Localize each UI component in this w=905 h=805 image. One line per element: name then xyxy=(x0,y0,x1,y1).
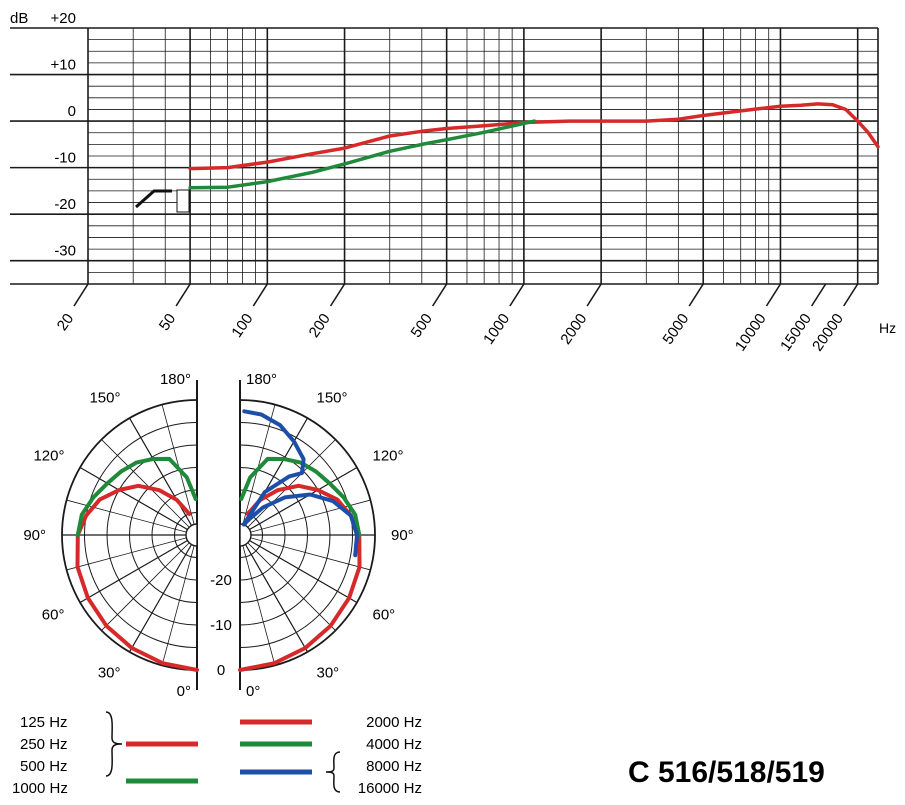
legend-label-125: 125 Hz xyxy=(20,714,68,731)
x-tick-label: 200 xyxy=(306,311,334,341)
polar-angle-label: 180° xyxy=(246,371,277,388)
polar-spoke xyxy=(66,534,198,571)
x-tick xyxy=(765,283,782,307)
polar-angle-label: 0° xyxy=(246,683,260,700)
polar-spoke xyxy=(239,534,336,631)
x-tick xyxy=(329,283,346,307)
x-tick-label: 5000 xyxy=(659,311,692,348)
x-tick xyxy=(73,283,89,307)
polar-angle-label: 180° xyxy=(160,371,191,388)
polar-angle-label: 120° xyxy=(33,448,64,465)
y-axis-label: dB xyxy=(10,10,28,27)
legend-label-500: 500 Hz xyxy=(20,758,68,775)
polar-angle-label: 60° xyxy=(373,607,396,624)
frequency-grid xyxy=(10,27,879,307)
polar-left-curve-green xyxy=(75,456,198,537)
legend-brace-right xyxy=(325,751,341,793)
polar-right-curve-blue xyxy=(241,492,359,558)
x-tick xyxy=(843,283,859,307)
y-tick-label: -30 xyxy=(54,243,76,260)
polar-labels: 0° 0° 30° 30° 60° 60° 90° 90° 120° 120° 150° 150° 18… xyxy=(23,371,413,700)
legend-label-250: 250 Hz xyxy=(20,736,68,753)
polar-ring-label: -20 xyxy=(210,572,232,589)
polar-angle-label: 150° xyxy=(317,389,348,406)
x-tick-label: 15000 xyxy=(777,311,815,355)
bass-cut-filter-icon xyxy=(135,189,190,213)
polar-ring-label: -10 xyxy=(210,617,232,634)
x-tick xyxy=(431,283,448,307)
polar-angle-label: 90° xyxy=(23,527,46,544)
polar-spoke xyxy=(128,417,198,536)
y-tick-label: -20 xyxy=(54,196,76,213)
polar-left-grid xyxy=(61,380,198,690)
x-tick-label: 10000 xyxy=(732,311,770,355)
polar-spoke xyxy=(101,534,198,631)
polar-left-curve-red xyxy=(75,483,199,672)
legend-label-1000: 1000 Hz xyxy=(12,780,68,797)
legend: 125 Hz 250 Hz 500 Hz 1000 Hz 2000 Hz 400… xyxy=(12,711,422,797)
legend-label-2000: 2000 Hz xyxy=(366,714,422,731)
x-tick xyxy=(586,283,602,307)
x-tick-label: 500 xyxy=(408,311,436,341)
polar-center xyxy=(185,523,198,547)
y-tick-label: 0 xyxy=(68,103,76,120)
x-tick xyxy=(810,283,827,307)
polar-spoke xyxy=(239,534,276,666)
polar-angle-label: 0° xyxy=(177,683,191,700)
polar-spoke xyxy=(161,534,198,666)
polar-angle-label: 120° xyxy=(373,448,404,465)
polar-spoke xyxy=(239,534,371,571)
polar-angle-label: 90° xyxy=(391,527,414,544)
x-tick-label: 20 xyxy=(54,311,77,334)
model-title: C 516/518/519 xyxy=(628,756,825,789)
legend-brace-left xyxy=(105,711,123,777)
polar-spoke xyxy=(128,534,198,653)
x-tick-label: 1000 xyxy=(480,311,513,348)
polar-angle-label: 30° xyxy=(98,665,121,682)
polar-angle-label: 60° xyxy=(42,607,65,624)
legend-label-8000: 8000 Hz xyxy=(366,758,422,775)
x-tick-label: 100 xyxy=(228,311,256,341)
y-tick-label: +10 xyxy=(51,57,76,74)
polar-angle-label: 150° xyxy=(89,389,120,406)
x-tick xyxy=(509,283,525,307)
x-tick-label: 2000 xyxy=(557,311,590,348)
x-tick xyxy=(688,283,704,307)
polar-center xyxy=(239,523,252,547)
series-line-red xyxy=(188,102,880,171)
x-tick-label: 50 xyxy=(156,311,179,334)
legend-label-16000: 16000 Hz xyxy=(358,780,422,797)
polar-spoke xyxy=(239,466,358,536)
polar-spoke xyxy=(79,534,198,604)
frequency-curves xyxy=(188,102,880,190)
polar-right-curve-green xyxy=(239,456,362,537)
x-tick-label: 20000 xyxy=(809,311,847,355)
polar-angle-label: 30° xyxy=(317,665,340,682)
polar-spoke xyxy=(79,466,198,536)
polar-right-grid xyxy=(239,380,376,690)
x-tick xyxy=(252,283,269,307)
polar-right-curve-blue xyxy=(241,409,306,527)
y-tick-label: -10 xyxy=(54,150,76,167)
x-tick xyxy=(175,283,191,307)
x-axis-label: Hz xyxy=(879,320,896,336)
y-tick-label: +20 xyxy=(51,10,76,27)
legend-label-4000: 4000 Hz xyxy=(366,736,422,753)
series-line-green xyxy=(188,119,537,190)
polar-spoke xyxy=(239,534,358,604)
polar-curves xyxy=(75,409,362,672)
polar-ring-label: 0 xyxy=(217,662,225,679)
frequency-labels: 20 50 100 200 500 1000 2000 5000 10000 1500020000… xyxy=(10,10,896,354)
polar-spoke xyxy=(239,534,309,653)
